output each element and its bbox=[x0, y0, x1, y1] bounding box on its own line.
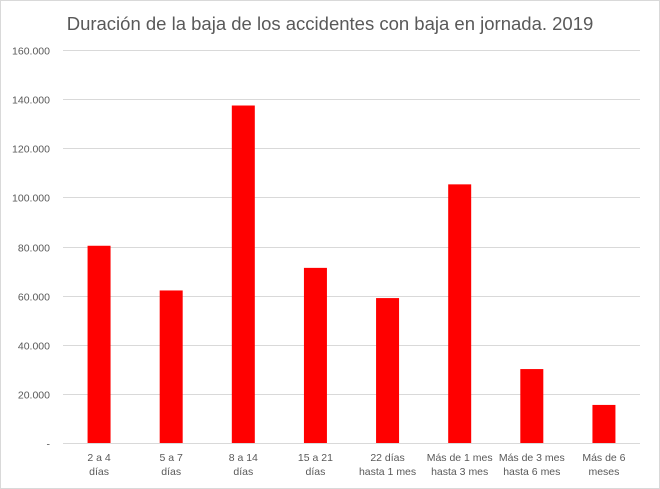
bar bbox=[448, 184, 472, 443]
x-tick-label: 8 a 14 días bbox=[229, 452, 258, 478]
y-tick-label: 100.000 bbox=[12, 193, 50, 205]
x-tick-label: 15 a 21 días bbox=[298, 452, 333, 478]
x-tick-label: 2 a 4 días bbox=[87, 452, 111, 478]
x-tick-label: 5 a 7 días bbox=[160, 452, 184, 478]
y-tick-label: 160.000 bbox=[12, 46, 50, 58]
x-axis-tick-labels: 2 a 4 días 5 a 7 días 8 a 14 días 15 a 21 días 2… bbox=[87, 452, 625, 478]
bar bbox=[592, 404, 616, 443]
y-tick-label: 40.000 bbox=[18, 341, 50, 353]
y-tick-label: 80.000 bbox=[18, 243, 50, 255]
bar bbox=[520, 369, 544, 443]
chart-title: Duración de la baja de los accidentes co… bbox=[67, 13, 594, 34]
y-tick-label: - bbox=[47, 439, 51, 451]
bar bbox=[87, 245, 111, 443]
y-tick-label: 60.000 bbox=[18, 292, 50, 304]
bar bbox=[376, 298, 400, 443]
bar bbox=[159, 290, 183, 443]
y-tick-label: 120.000 bbox=[12, 144, 50, 156]
x-tick-label: Más de 3 mes hasta 6 mes bbox=[499, 452, 565, 478]
bar bbox=[231, 105, 255, 443]
y-tick-label: 20.000 bbox=[18, 390, 50, 402]
x-tick-label: 22 días hasta 1 mes bbox=[359, 452, 416, 478]
bar bbox=[303, 267, 327, 443]
x-tick-label: Más de 6 meses bbox=[582, 452, 625, 478]
y-axis-tick-labels: - 20.000 40.000 60.000 80.000 100.000 120.000 1… bbox=[12, 46, 50, 451]
gridlines bbox=[63, 50, 640, 444]
x-tick-label: Más de 1 mes hasta 3 mes bbox=[427, 452, 493, 478]
bars bbox=[87, 105, 616, 443]
y-tick-label: 140.000 bbox=[12, 95, 50, 107]
